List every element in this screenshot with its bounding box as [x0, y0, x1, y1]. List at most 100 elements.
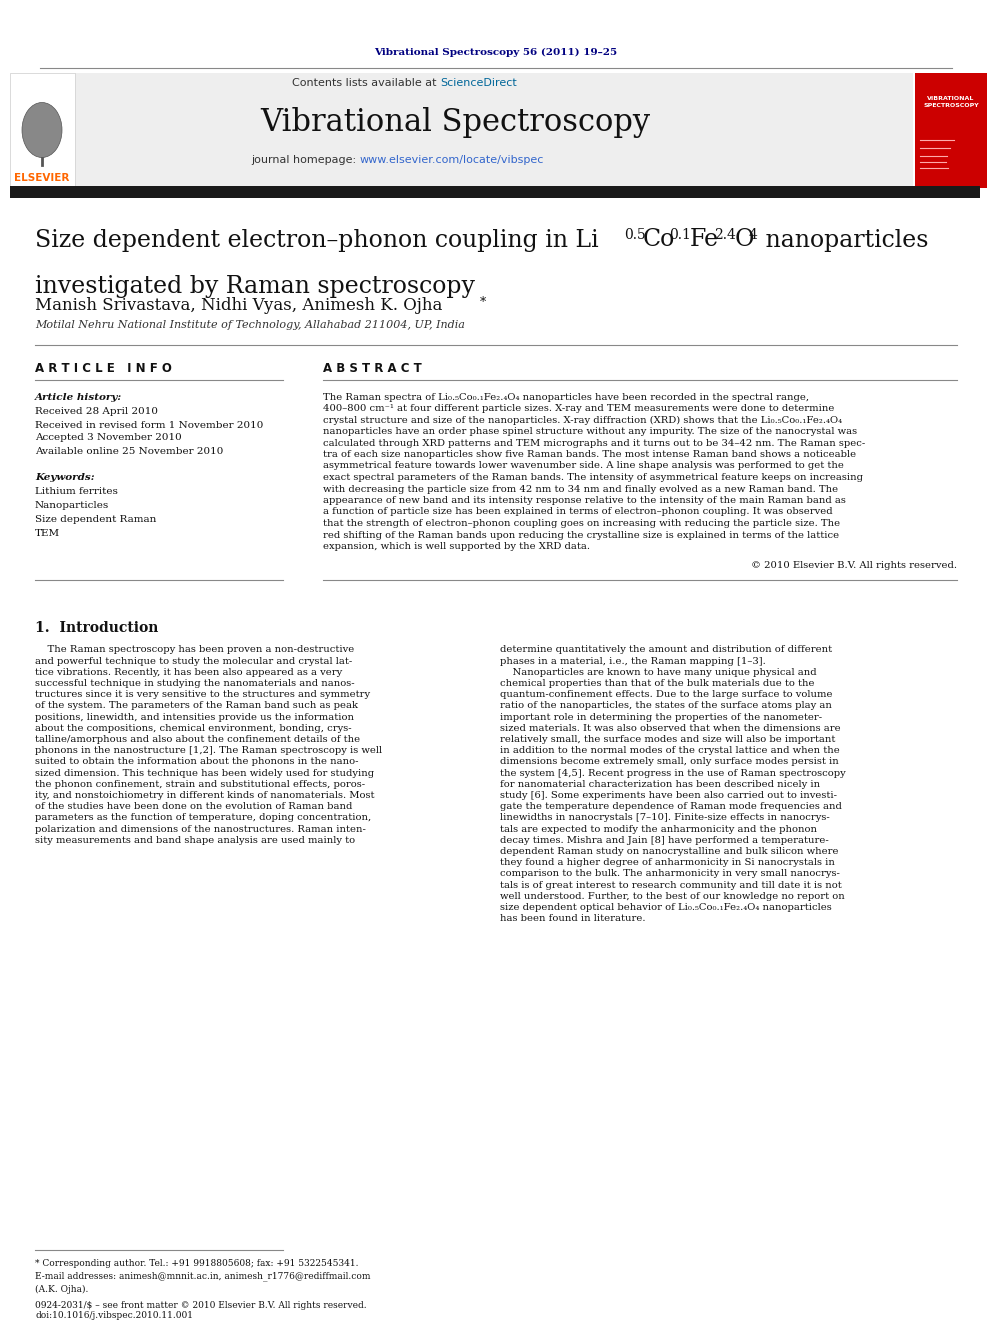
Bar: [10, 73, 75, 188]
Text: ScienceDirect: ScienceDirect: [440, 78, 517, 89]
Text: Article history:: Article history:: [35, 393, 122, 401]
Text: Keywords:: Keywords:: [35, 474, 94, 483]
Text: of the system. The parameters of the Raman band such as peak: of the system. The parameters of the Ram…: [35, 701, 358, 710]
Text: the system [4,5]. Recent progress in the use of Raman spectroscopy: the system [4,5]. Recent progress in the…: [500, 769, 846, 778]
Text: Lithium ferrites: Lithium ferrites: [35, 487, 118, 496]
Text: VIBRATIONAL
SPECTROSCOPY: VIBRATIONAL SPECTROSCOPY: [924, 97, 979, 107]
Text: sity measurements and band shape analysis are used mainly to: sity measurements and band shape analysi…: [35, 836, 355, 845]
Text: E-mail addresses: animesh@mnnit.ac.in, animesh_r1776@rediffmail.com: E-mail addresses: animesh@mnnit.ac.in, a…: [35, 1271, 370, 1281]
Text: phases in a material, i.e., the Raman mapping [1–3].: phases in a material, i.e., the Raman ma…: [500, 656, 766, 665]
Text: © 2010 Elsevier B.V. All rights reserved.: © 2010 Elsevier B.V. All rights reserved…: [751, 561, 957, 570]
Ellipse shape: [22, 102, 62, 157]
Text: Vibrational Spectroscopy: Vibrational Spectroscopy: [260, 107, 650, 139]
Text: with decreasing the particle size from 42 nm to 34 nm and finally evolved as a n: with decreasing the particle size from 4…: [323, 484, 838, 493]
Text: a function of particle size has been explained in terms of electron–phonon coupl: a function of particle size has been exp…: [323, 508, 832, 516]
Text: crystal structure and size of the nanoparticles. X-ray diffraction (XRD) shows t: crystal structure and size of the nanopa…: [323, 415, 842, 425]
Text: Received 28 April 2010: Received 28 April 2010: [35, 407, 158, 417]
Text: Contents lists available at: Contents lists available at: [292, 78, 440, 89]
Text: 0.5: 0.5: [624, 228, 646, 242]
Text: tructures since it is very sensitive to the structures and symmetry: tructures since it is very sensitive to …: [35, 691, 370, 700]
Text: of the studies have been done on the evolution of Raman band: of the studies have been done on the evo…: [35, 802, 352, 811]
Text: (A.K. Ojha).: (A.K. Ojha).: [35, 1285, 88, 1294]
Text: in addition to the normal modes of the crystal lattice and when the: in addition to the normal modes of the c…: [500, 746, 840, 755]
Text: about the compositions, chemical environment, bonding, crys-: about the compositions, chemical environ…: [35, 724, 351, 733]
Text: dependent Raman study on nanocrystalline and bulk silicon where: dependent Raman study on nanocrystalline…: [500, 847, 838, 856]
Text: important role in determining the properties of the nanometer-: important role in determining the proper…: [500, 713, 822, 722]
Text: appearance of new band and its intensity response relative to the intensity of t: appearance of new band and its intensity…: [323, 496, 846, 505]
Text: calculated through XRD patterns and TEM micrographs and it turns out to be 34–42: calculated through XRD patterns and TEM …: [323, 438, 865, 447]
Text: polarization and dimensions of the nanostructures. Raman inten-: polarization and dimensions of the nanos…: [35, 824, 366, 833]
Text: Fe: Fe: [690, 229, 719, 251]
Text: sized dimension. This technique has been widely used for studying: sized dimension. This technique has been…: [35, 769, 374, 778]
Text: dimensions become extremely small, only surface modes persist in: dimensions become extremely small, only …: [500, 758, 839, 766]
Text: 1.  Introduction: 1. Introduction: [35, 620, 159, 635]
Bar: [75, 73, 913, 188]
Text: www.elsevier.com/locate/vibspec: www.elsevier.com/locate/vibspec: [360, 155, 545, 165]
Text: tra of each size nanoparticles show five Raman bands. The most intense Raman ban: tra of each size nanoparticles show five…: [323, 450, 856, 459]
Text: they found a higher degree of anharmonicity in Si nanocrystals in: they found a higher degree of anharmonic…: [500, 859, 835, 868]
Text: sized materials. It was also observed that when the dimensions are: sized materials. It was also observed th…: [500, 724, 840, 733]
Text: investigated by Raman spectroscopy: investigated by Raman spectroscopy: [35, 274, 475, 298]
Text: A R T I C L E   I N F O: A R T I C L E I N F O: [35, 361, 172, 374]
Text: relatively small, the surface modes and size will also be important: relatively small, the surface modes and …: [500, 736, 835, 744]
Bar: [10, 187, 980, 198]
Text: *: *: [480, 295, 486, 308]
Text: ity, and nonstoichiometry in different kinds of nanomaterials. Most: ity, and nonstoichiometry in different k…: [35, 791, 375, 800]
Text: 0.1: 0.1: [669, 228, 690, 242]
Text: determine quantitatively the amount and distribution of different: determine quantitatively the amount and …: [500, 646, 832, 655]
Text: * Corresponding author. Tel.: +91 9918805608; fax: +91 5322545341.: * Corresponding author. Tel.: +91 991880…: [35, 1258, 358, 1267]
Text: Co: Co: [643, 229, 676, 251]
Text: Available online 25 November 2010: Available online 25 November 2010: [35, 446, 223, 455]
Text: tals are expected to modify the anharmonicity and the phonon: tals are expected to modify the anharmon…: [500, 824, 817, 833]
Text: A B S T R A C T: A B S T R A C T: [323, 361, 422, 374]
Text: Accepted 3 November 2010: Accepted 3 November 2010: [35, 434, 182, 442]
Text: 0924-2031/$ – see front matter © 2010 Elsevier B.V. All rights reserved.: 0924-2031/$ – see front matter © 2010 El…: [35, 1301, 367, 1310]
Text: tals is of great interest to research community and till date it is not: tals is of great interest to research co…: [500, 881, 842, 889]
Text: phonons in the nanostructure [1,2]. The Raman spectroscopy is well: phonons in the nanostructure [1,2]. The …: [35, 746, 382, 755]
Text: 4: 4: [749, 228, 758, 242]
Text: linewidths in nanocrystals [7–10]. Finite-size effects in nanocrys-: linewidths in nanocrystals [7–10]. Finit…: [500, 814, 829, 823]
Text: positions, linewidth, and intensities provide us the information: positions, linewidth, and intensities pr…: [35, 713, 354, 722]
Text: Vibrational Spectroscopy 56 (2011) 19–25: Vibrational Spectroscopy 56 (2011) 19–25: [374, 48, 618, 57]
Text: Motilal Nehru National Institute of Technology, Allahabad 211004, UP, India: Motilal Nehru National Institute of Tech…: [35, 320, 465, 329]
Text: gate the temperature dependence of Raman mode frequencies and: gate the temperature dependence of Raman…: [500, 802, 842, 811]
Text: parameters as the function of temperature, doping concentration,: parameters as the function of temperatur…: [35, 814, 371, 823]
Text: size dependent optical behavior of Li₀.₅Co₀.₁Fe₂.₄O₄ nanoparticles: size dependent optical behavior of Li₀.₅…: [500, 904, 831, 912]
Text: successful technique in studying the nanomaterials and nanos-: successful technique in studying the nan…: [35, 679, 354, 688]
Text: Nanoparticles: Nanoparticles: [35, 501, 109, 511]
Bar: [915, 73, 987, 188]
Text: well understood. Further, to the best of our knowledge no report on: well understood. Further, to the best of…: [500, 892, 845, 901]
Text: for nanomaterial characterization has been described nicely in: for nanomaterial characterization has be…: [500, 779, 820, 789]
Text: talline/amorphous and also about the confinement details of the: talline/amorphous and also about the con…: [35, 736, 360, 744]
Text: expansion, which is well supported by the XRD data.: expansion, which is well supported by th…: [323, 542, 590, 550]
Text: doi:10.1016/j.vibspec.2010.11.001: doi:10.1016/j.vibspec.2010.11.001: [35, 1311, 193, 1319]
Text: Received in revised form 1 November 2010: Received in revised form 1 November 2010: [35, 421, 263, 430]
Text: and powerful technique to study the molecular and crystal lat-: and powerful technique to study the mole…: [35, 656, 352, 665]
Text: exact spectral parameters of the Raman bands. The intensity of asymmetrical feat: exact spectral parameters of the Raman b…: [323, 474, 863, 482]
Text: chemical properties than that of the bulk materials due to the: chemical properties than that of the bul…: [500, 679, 814, 688]
Text: The Raman spectroscopy has been proven a non-destructive: The Raman spectroscopy has been proven a…: [35, 646, 354, 655]
Text: comparison to the bulk. The anharmonicity in very small nanocrys-: comparison to the bulk. The anharmonicit…: [500, 869, 840, 878]
Text: nanoparticles have an order phase spinel structure without any impurity. The siz: nanoparticles have an order phase spinel…: [323, 427, 857, 437]
Text: decay times. Mishra and Jain [8] have performed a temperature-: decay times. Mishra and Jain [8] have pe…: [500, 836, 828, 845]
Text: TEM: TEM: [35, 529, 61, 538]
Text: Manish Srivastava, Nidhi Vyas, Animesh K. Ojha: Manish Srivastava, Nidhi Vyas, Animesh K…: [35, 296, 442, 314]
Text: 400–800 cm⁻¹ at four different particle sizes. X-ray and TEM measurements were d: 400–800 cm⁻¹ at four different particle …: [323, 404, 834, 413]
Text: study [6]. Some experiments have been also carried out to investi-: study [6]. Some experiments have been al…: [500, 791, 837, 800]
Text: tice vibrations. Recently, it has been also appeared as a very: tice vibrations. Recently, it has been a…: [35, 668, 342, 677]
Text: Size dependent Raman: Size dependent Raman: [35, 516, 157, 524]
Text: Size dependent electron–phonon coupling in Li: Size dependent electron–phonon coupling …: [35, 229, 598, 251]
Text: has been found in literature.: has been found in literature.: [500, 914, 646, 923]
Text: the phonon confinement, strain and substitutional effects, poros-: the phonon confinement, strain and subst…: [35, 779, 365, 789]
Text: that the strength of electron–phonon coupling goes on increasing with reducing t: that the strength of electron–phonon cou…: [323, 519, 840, 528]
Text: O: O: [735, 229, 755, 251]
Text: Nanoparticles are known to have many unique physical and: Nanoparticles are known to have many uni…: [500, 668, 816, 677]
Text: The Raman spectra of Li₀.₅Co₀.₁Fe₂.₄O₄ nanoparticles have been recorded in the s: The Raman spectra of Li₀.₅Co₀.₁Fe₂.₄O₄ n…: [323, 393, 809, 401]
Text: asymmetrical feature towards lower wavenumber side. A line shape analysis was pe: asymmetrical feature towards lower waven…: [323, 462, 844, 471]
Text: red shifting of the Raman bands upon reducing the crystalline size is explained : red shifting of the Raman bands upon red…: [323, 531, 839, 540]
Text: nanoparticles: nanoparticles: [758, 229, 929, 251]
Text: ratio of the nanoparticles, the states of the surface atoms play an: ratio of the nanoparticles, the states o…: [500, 701, 832, 710]
Text: 2.4: 2.4: [714, 228, 736, 242]
Text: suited to obtain the information about the phonons in the nano-: suited to obtain the information about t…: [35, 758, 358, 766]
Text: ELSEVIER: ELSEVIER: [14, 173, 69, 183]
